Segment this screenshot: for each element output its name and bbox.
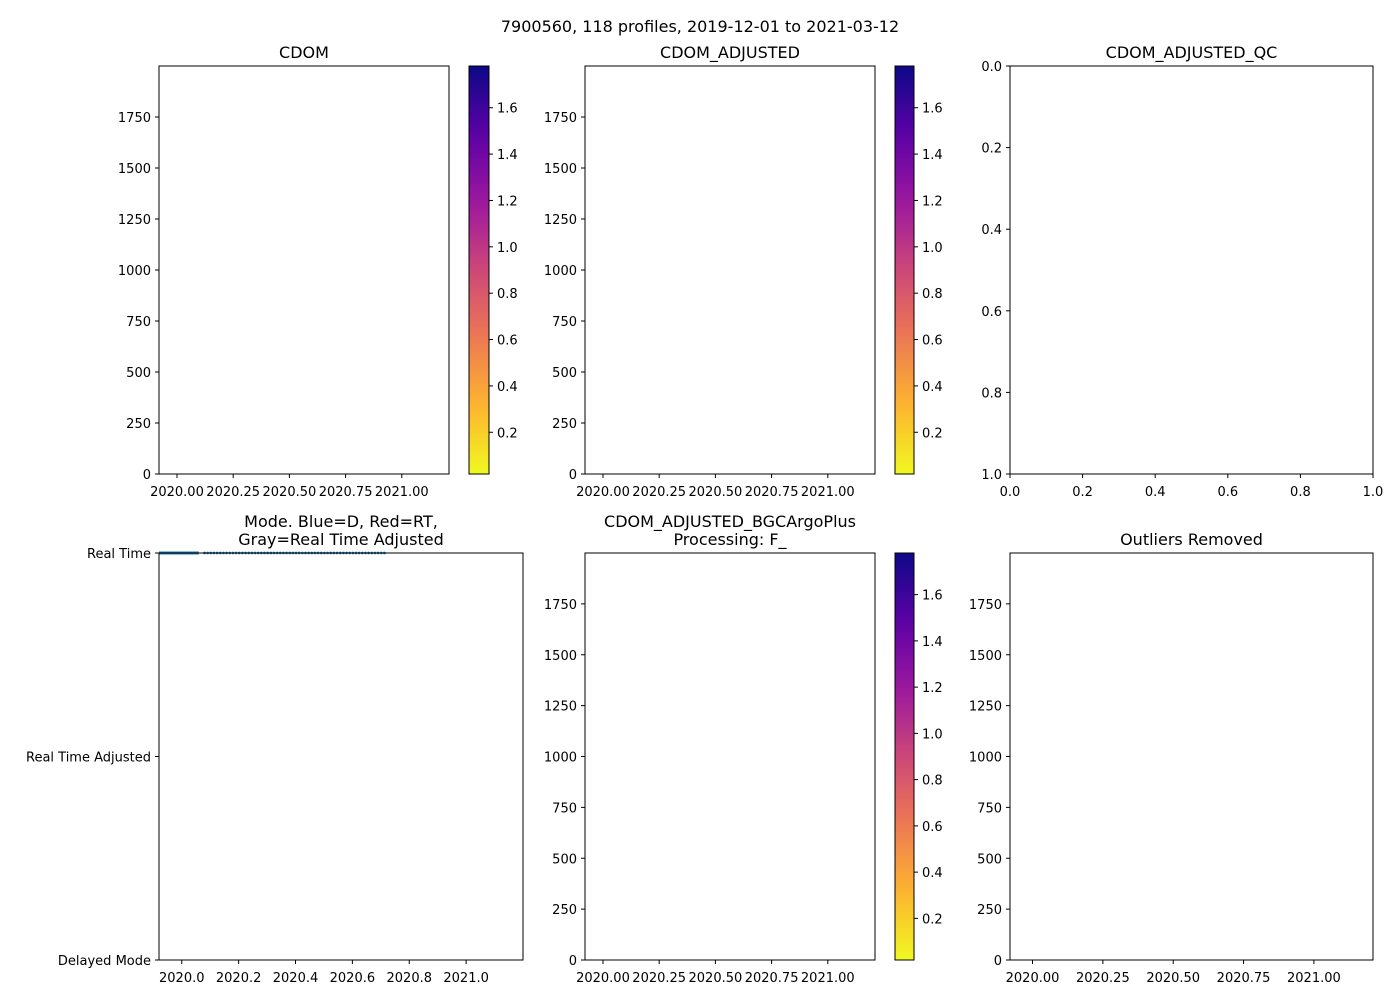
figure-suptitle: 7900560, 118 profiles, 2019-12-01 to 202… (501, 17, 899, 36)
panel-title: CDOM (279, 43, 329, 62)
